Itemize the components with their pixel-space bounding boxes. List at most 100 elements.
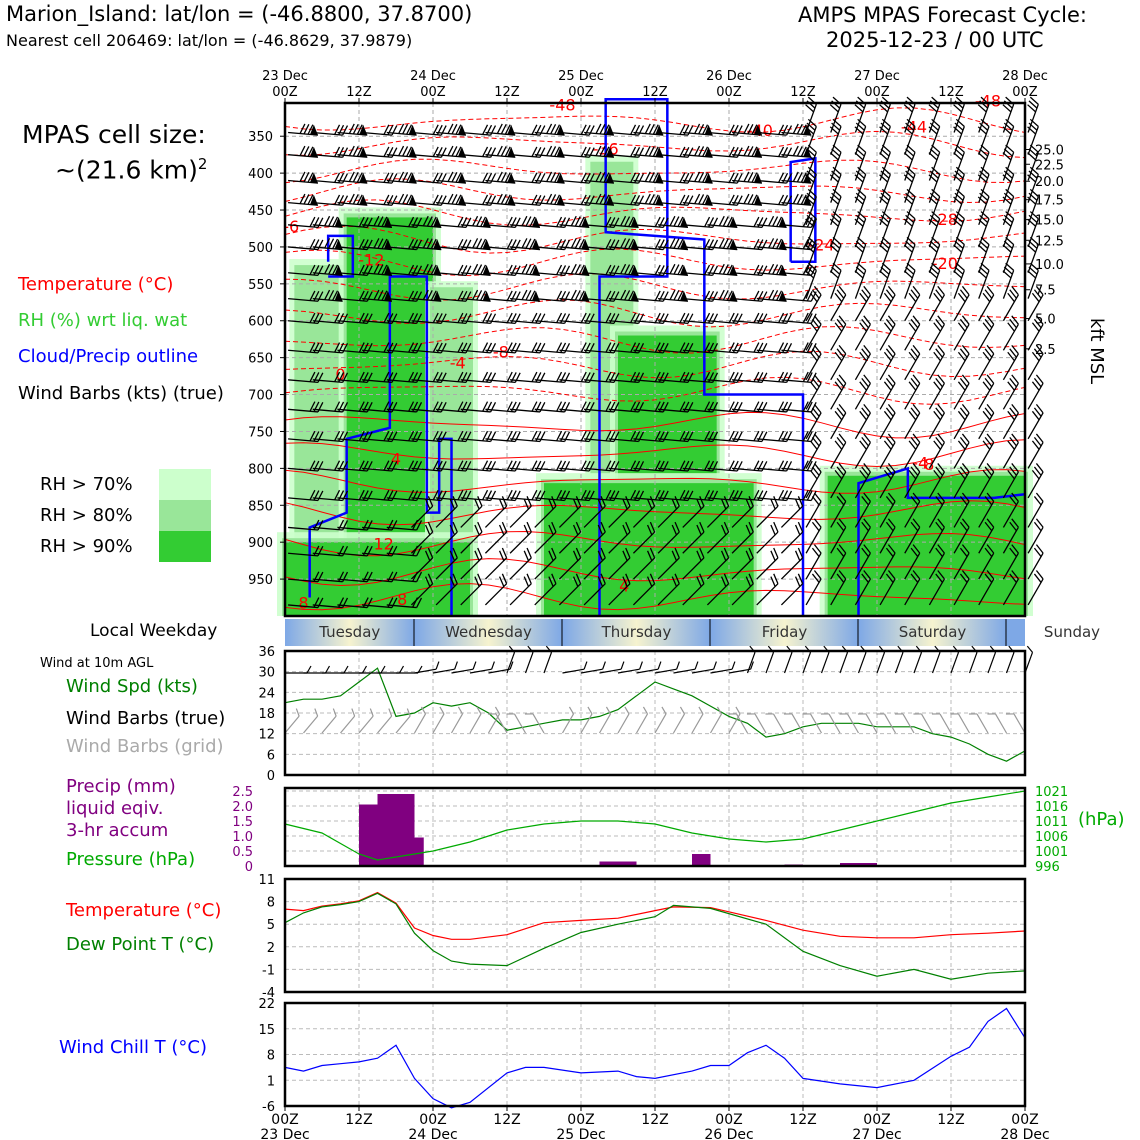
weekday-band bbox=[1006, 619, 1025, 646]
top-day-label: 24 Dec bbox=[410, 69, 456, 84]
wind-barb bbox=[854, 492, 871, 528]
wind-barb bbox=[1027, 262, 1039, 299]
isotherm-label: 0 bbox=[335, 365, 345, 384]
wind-barb bbox=[854, 188, 867, 226]
isotherm-line bbox=[284, 469, 1026, 494]
wind-barb bbox=[484, 521, 508, 554]
wind-barb-grid bbox=[284, 708, 300, 734]
wind-barb bbox=[978, 570, 995, 606]
wind-barb bbox=[1002, 285, 1019, 322]
wind-barb bbox=[558, 573, 582, 606]
wind-barb-grid bbox=[654, 706, 667, 734]
wind-barb bbox=[706, 573, 730, 606]
pressure-line bbox=[284, 790, 1026, 861]
top-day-label: 23 Dec bbox=[262, 69, 308, 84]
wind-barb-grid bbox=[950, 713, 971, 734]
wind-barb bbox=[904, 404, 921, 440]
wind-barb-grid bbox=[783, 713, 804, 734]
wind-barb-true bbox=[691, 661, 717, 674]
wind-barb bbox=[732, 145, 763, 158]
wind-barb bbox=[953, 344, 970, 381]
isotherm-line bbox=[284, 130, 1026, 159]
wind-barb bbox=[928, 544, 945, 580]
wind-barb-grid bbox=[876, 713, 897, 734]
isotherm-line bbox=[284, 411, 1026, 439]
wind-barb bbox=[854, 315, 871, 351]
pressure-tick-label: 1016 bbox=[1035, 800, 1068, 815]
wind-barb-grid bbox=[524, 713, 545, 734]
wind-barb bbox=[830, 492, 847, 528]
cloud-outline bbox=[857, 466, 1026, 616]
wind-barb bbox=[879, 144, 891, 181]
wind-barb-true bbox=[710, 661, 736, 674]
cloud-outline bbox=[326, 234, 355, 278]
wind-barb bbox=[978, 374, 995, 410]
precip-tick-label: 1.0 bbox=[232, 830, 253, 845]
wind-barb-grid bbox=[672, 706, 686, 734]
wind-barb bbox=[1027, 492, 1044, 528]
weekday-band bbox=[562, 619, 711, 646]
precip-tick-label: 0 bbox=[245, 860, 253, 875]
precip-tick-label: 0.5 bbox=[232, 845, 253, 860]
wind-barb bbox=[633, 489, 669, 502]
wind-barb bbox=[879, 463, 896, 499]
wind-barb-true bbox=[322, 665, 349, 674]
pressure-tick-label: 400 bbox=[248, 167, 273, 182]
wind-barb bbox=[632, 573, 656, 606]
wind-barb bbox=[632, 496, 656, 528]
isotherm-label: -6 bbox=[283, 217, 299, 236]
wind-barb-grid bbox=[1005, 713, 1026, 734]
legend-dewpoint: Dew Point T (°C) bbox=[66, 934, 215, 955]
wind-barb-true bbox=[562, 661, 588, 674]
wind-barb bbox=[879, 433, 896, 469]
wind-barb bbox=[904, 374, 921, 410]
wind-barb bbox=[1027, 144, 1039, 181]
wind-barb bbox=[484, 573, 508, 606]
wind-barb bbox=[854, 570, 871, 606]
wind-barb bbox=[732, 193, 763, 206]
wind-barb bbox=[1027, 404, 1044, 440]
bottom-day-label: 24 Dec bbox=[408, 1127, 457, 1140]
pressure-tick-label: 996 bbox=[1035, 860, 1060, 875]
wind-y-tick-label: 12 bbox=[258, 728, 275, 743]
wind-barb bbox=[435, 496, 458, 528]
top-hour-label: 12Z bbox=[346, 85, 372, 100]
wind-barb bbox=[1027, 96, 1039, 133]
isotherm-label: 12 bbox=[373, 535, 393, 554]
rh70-swatch bbox=[159, 469, 211, 500]
wind-barb bbox=[534, 547, 557, 580]
wind-barb-true bbox=[654, 661, 680, 674]
wind-barb-grid bbox=[487, 713, 508, 734]
isotherm-line bbox=[284, 530, 1026, 557]
wind-barb bbox=[805, 344, 822, 381]
wind-barb bbox=[435, 521, 458, 554]
wind-barb bbox=[854, 344, 871, 381]
isotherm-label: -4 bbox=[450, 354, 466, 373]
wind-barb bbox=[460, 547, 483, 580]
pressure-tick-label: 1001 bbox=[1035, 845, 1068, 860]
wind-barb bbox=[830, 344, 847, 381]
wind-barb-grid bbox=[746, 713, 767, 734]
wind-barb bbox=[1027, 463, 1044, 499]
wind-barb bbox=[534, 145, 565, 158]
bottom-day-label: 26 Dec bbox=[704, 1127, 753, 1140]
kft-tick-label: 7.5 bbox=[1035, 284, 1056, 299]
wind-barb bbox=[928, 492, 945, 528]
wind-barb bbox=[953, 285, 970, 322]
wind-barb bbox=[1027, 433, 1044, 469]
wind-barb bbox=[977, 262, 990, 299]
wind-barb bbox=[558, 496, 582, 528]
wind-barb bbox=[830, 285, 847, 322]
pressure-tick-label: 1006 bbox=[1035, 830, 1068, 845]
wind-barb-grid bbox=[987, 713, 1008, 734]
wind-barb bbox=[953, 374, 970, 410]
wind-barb bbox=[312, 263, 343, 277]
isotherm-line bbox=[284, 558, 1026, 587]
wind-barb-true bbox=[432, 661, 458, 674]
pressure-tick-label: 750 bbox=[248, 425, 273, 440]
wind-barb-grid bbox=[635, 706, 649, 734]
wind-barb bbox=[879, 492, 896, 528]
wind-barb bbox=[558, 547, 582, 580]
wind-barb bbox=[583, 521, 606, 554]
wind-barb bbox=[1027, 518, 1044, 554]
